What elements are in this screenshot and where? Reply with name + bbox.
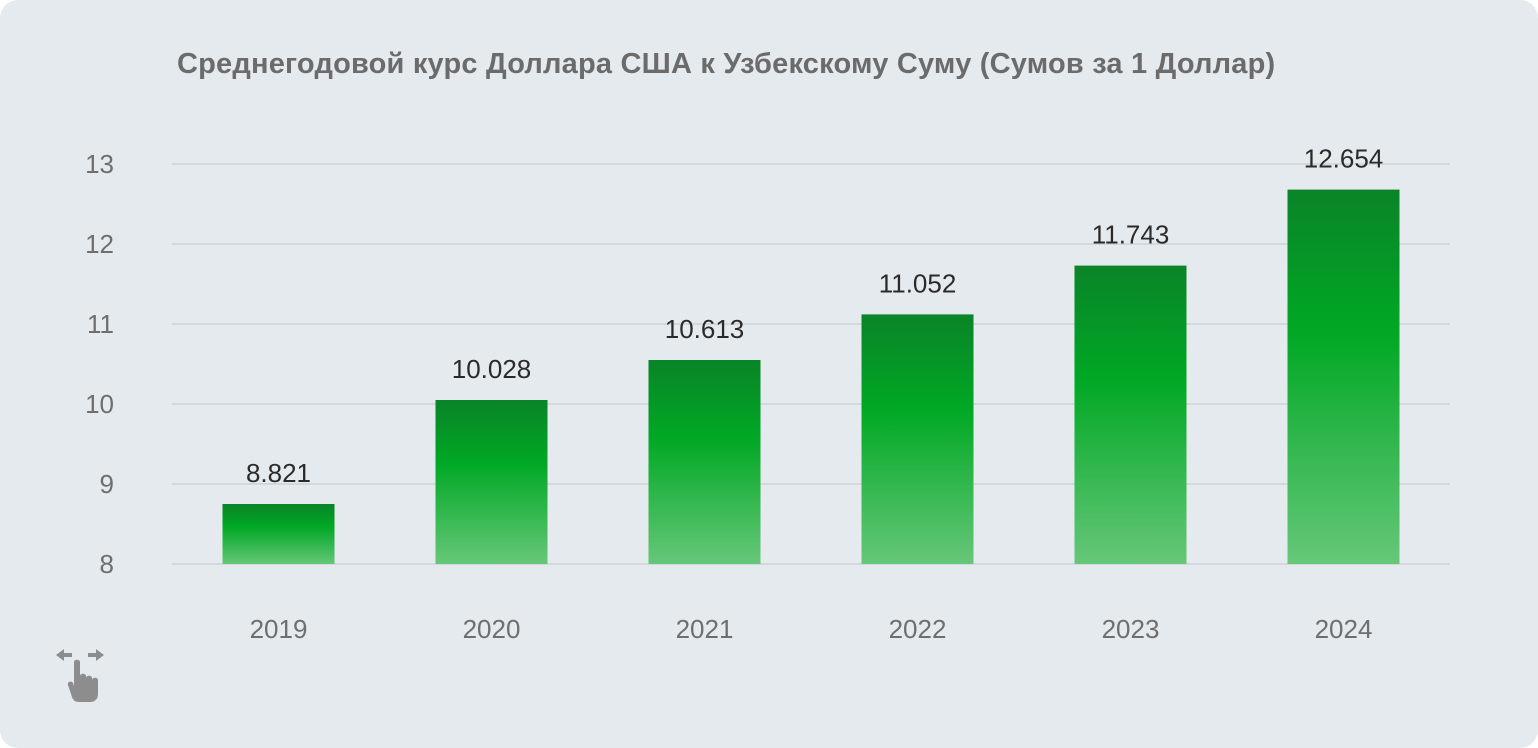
- x-axis-ticks: 2019 2020 2021 2022 2023 2024: [250, 614, 1373, 644]
- y-tick-label: 13: [85, 149, 114, 179]
- x-tick-label: 2020: [463, 614, 521, 644]
- bar-2022: [861, 314, 974, 564]
- bar-2020: [435, 400, 548, 564]
- bar-2019: [222, 504, 335, 564]
- data-label-2022: 11.052: [879, 268, 957, 298]
- y-tick-label: 11: [87, 309, 114, 339]
- y-tick-label: 8: [100, 549, 114, 579]
- x-tick-label: 2022: [889, 614, 947, 644]
- data-label-2019: 8.821: [246, 458, 311, 488]
- y-tick-label: 10: [85, 389, 114, 419]
- y-tick-label: 12: [85, 229, 114, 259]
- grid-lines: [172, 163, 1450, 565]
- y-tick-label: 9: [100, 469, 114, 499]
- data-label-2023: 11.743: [1092, 220, 1170, 250]
- data-label-2021: 10.613: [665, 314, 745, 344]
- x-tick-label: 2024: [1315, 614, 1373, 644]
- swipe-horizontal-hand-icon: [56, 649, 104, 702]
- x-tick-label: 2023: [1102, 614, 1160, 644]
- x-tick-label: 2021: [676, 614, 734, 644]
- bar-2021: [648, 360, 761, 564]
- data-label-2024: 12.654: [1304, 144, 1384, 174]
- data-label-2020: 10.028: [452, 354, 532, 384]
- chart-title: Среднегодовой курс Доллара США к Узбекск…: [177, 48, 1276, 80]
- bars: [222, 189, 1400, 564]
- bar-2024: [1287, 189, 1400, 564]
- x-tick-label: 2019: [250, 614, 308, 644]
- data-labels: 8.821 10.028 10.613 11.052 11.743 12.654: [246, 144, 1383, 488]
- bar-2023: [1074, 265, 1187, 564]
- y-axis-ticks: 8 9 10 11 12 13: [85, 149, 114, 579]
